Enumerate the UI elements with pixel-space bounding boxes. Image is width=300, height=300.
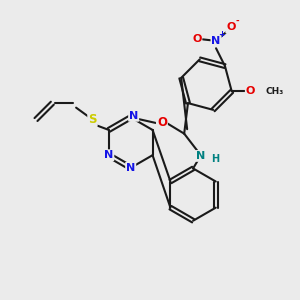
- Text: O: O: [157, 116, 167, 129]
- Text: N: N: [104, 150, 113, 160]
- Text: O: O: [246, 86, 255, 96]
- Text: H: H: [211, 154, 219, 164]
- Text: O: O: [226, 22, 236, 32]
- Text: N: N: [129, 111, 138, 121]
- Text: N: N: [212, 36, 221, 46]
- Text: -: -: [236, 16, 239, 26]
- Text: S: S: [88, 113, 97, 126]
- Text: O: O: [192, 34, 201, 44]
- Text: +: +: [218, 30, 226, 39]
- Text: N: N: [196, 151, 205, 161]
- Text: CH₃: CH₃: [266, 87, 284, 96]
- Text: N: N: [126, 163, 135, 173]
